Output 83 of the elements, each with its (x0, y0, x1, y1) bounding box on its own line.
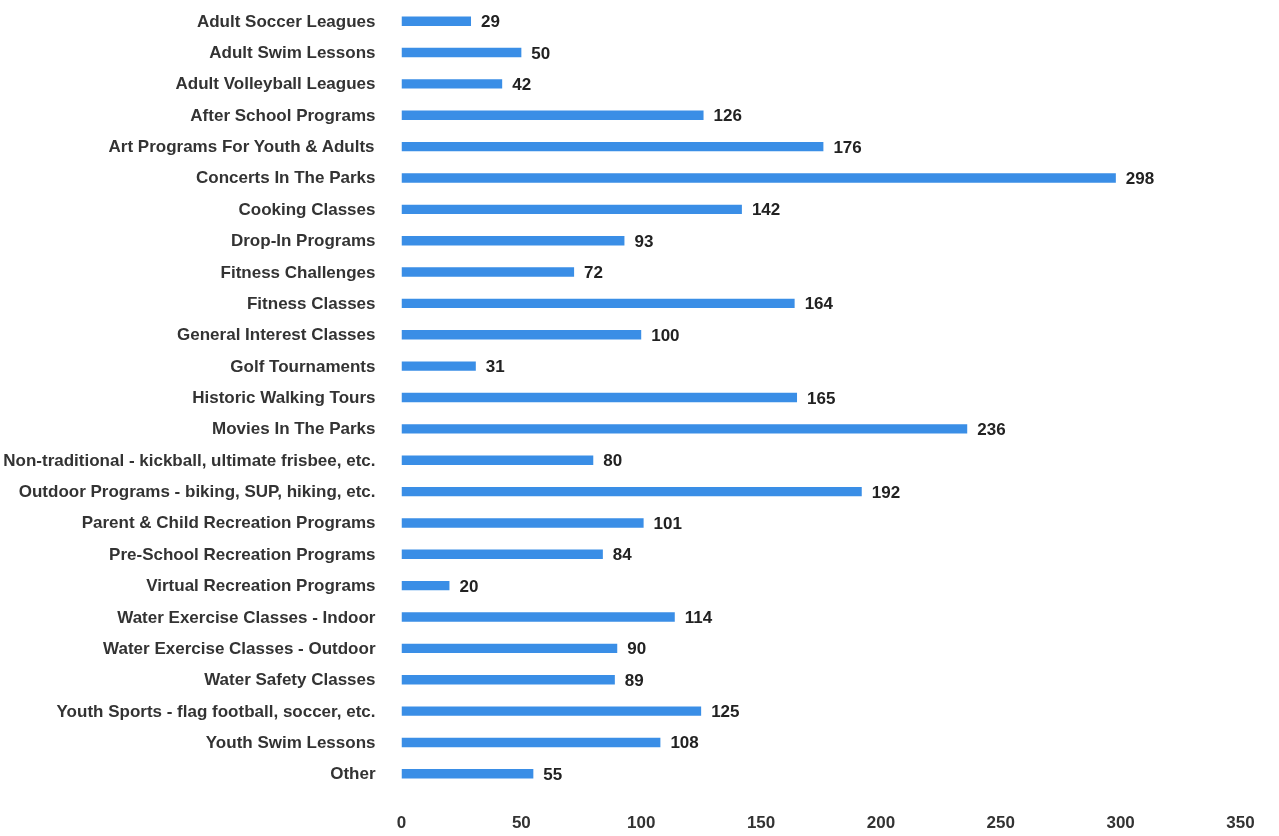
bar (401, 455, 594, 465)
data-label: 164 (804, 294, 834, 314)
x-tick-label: 150 (746, 812, 776, 832)
y-tick-label: Parent & Child Recreation Programs (81, 513, 376, 533)
data-label: 55 (543, 764, 563, 784)
bar (401, 47, 522, 58)
y-tick-label: Other (330, 764, 376, 784)
y-tick-label: Virtual Recreation Programs (146, 576, 376, 596)
y-tick-label: Art Programs For Youth & Adults (108, 137, 375, 157)
y-tick-label: Youth Swim Lessons (205, 732, 376, 752)
y-tick-label: Outdoor Programs - biking, SUP, hiking, etc. (18, 482, 376, 502)
data-label: 142 (751, 200, 781, 220)
y-tick-label: Movies In The Parks (212, 419, 376, 439)
bar (401, 204, 742, 215)
y-tick-label: Pre-School Recreation Programs (109, 544, 376, 564)
data-label: 20 (459, 576, 479, 596)
bar (401, 173, 1116, 183)
x-tick-label: 0 (396, 812, 407, 832)
bar (401, 486, 862, 497)
y-tick-label: General Interest Classes (177, 325, 376, 345)
bar (401, 141, 824, 152)
data-label: 192 (871, 482, 901, 502)
bar (401, 392, 798, 403)
x-tick-label: 350 (1226, 812, 1255, 832)
data-label: 236 (977, 419, 1006, 439)
y-tick-label: Non-traditional - kickball, ultimate frisbee, etc. (3, 450, 376, 470)
data-label: 84 (612, 545, 633, 565)
y-tick-label: Cooking Classes (238, 199, 376, 219)
data-label: 50 (531, 43, 551, 63)
x-tick-label: 300 (1106, 812, 1135, 832)
x-tick-label: 250 (986, 812, 1015, 832)
data-label: 298 (1125, 168, 1155, 188)
y-tick-label: Historic Walking Tours (192, 388, 376, 407)
y-tick-label: Youth Sports - flag football, soccer, etc. (56, 701, 376, 721)
data-label: 126 (713, 106, 742, 126)
data-label: 31 (485, 357, 505, 377)
bar (401, 236, 625, 246)
y-tick-label: Golf Tournaments (230, 356, 376, 376)
data-label: 125 (711, 702, 740, 722)
data-label: 165 (807, 388, 836, 408)
y-tick-label: Fitness Classes (246, 293, 376, 313)
data-label: 114 (684, 608, 713, 628)
y-tick-label: After School Programs (190, 105, 376, 125)
x-tick-label: 100 (627, 812, 656, 832)
bar (401, 549, 603, 559)
data-label: 80 (603, 451, 623, 471)
data-label: 100 (651, 325, 680, 345)
y-tick-label: Water Exercise Classes - Indoor (117, 607, 376, 627)
bar (401, 298, 795, 309)
bar (401, 737, 661, 748)
bar (401, 16, 472, 26)
x-tick-label: 50 (511, 812, 531, 832)
data-label: 93 (634, 231, 654, 251)
y-tick-label: Water Safety Classes (204, 670, 376, 690)
x-tick-label: 200 (866, 812, 896, 832)
data-label: 89 (624, 670, 644, 690)
data-label: 101 (653, 513, 682, 533)
data-label: 29 (481, 12, 500, 32)
y-tick-label: Adult Soccer Leagues (196, 11, 376, 31)
bar (401, 267, 575, 277)
y-tick-label: Water Exercise Classes - Outdoor (103, 638, 376, 658)
bar (401, 361, 476, 371)
data-label: 72 (584, 263, 604, 283)
bar (401, 110, 704, 120)
bar (401, 580, 450, 591)
y-tick-label: Concerts In The Parks (196, 168, 376, 188)
bar (401, 424, 968, 434)
bar (401, 643, 618, 654)
data-label: 90 (627, 639, 647, 659)
bar (401, 769, 534, 779)
bar (401, 79, 503, 89)
data-label: 108 (670, 733, 699, 753)
y-tick-label: Fitness Challenges (220, 262, 376, 282)
bar (401, 706, 702, 716)
y-tick-label: Adult Volleyball Leagues (175, 74, 376, 94)
bar (401, 518, 644, 528)
bar (401, 330, 642, 340)
bar (401, 675, 615, 685)
data-label: 42 (512, 74, 532, 94)
y-tick-label: Drop-In Programs (230, 231, 376, 251)
bar (401, 612, 675, 622)
data-label: 176 (833, 137, 862, 157)
y-tick-label: Adult Swim Lessons (209, 43, 376, 63)
